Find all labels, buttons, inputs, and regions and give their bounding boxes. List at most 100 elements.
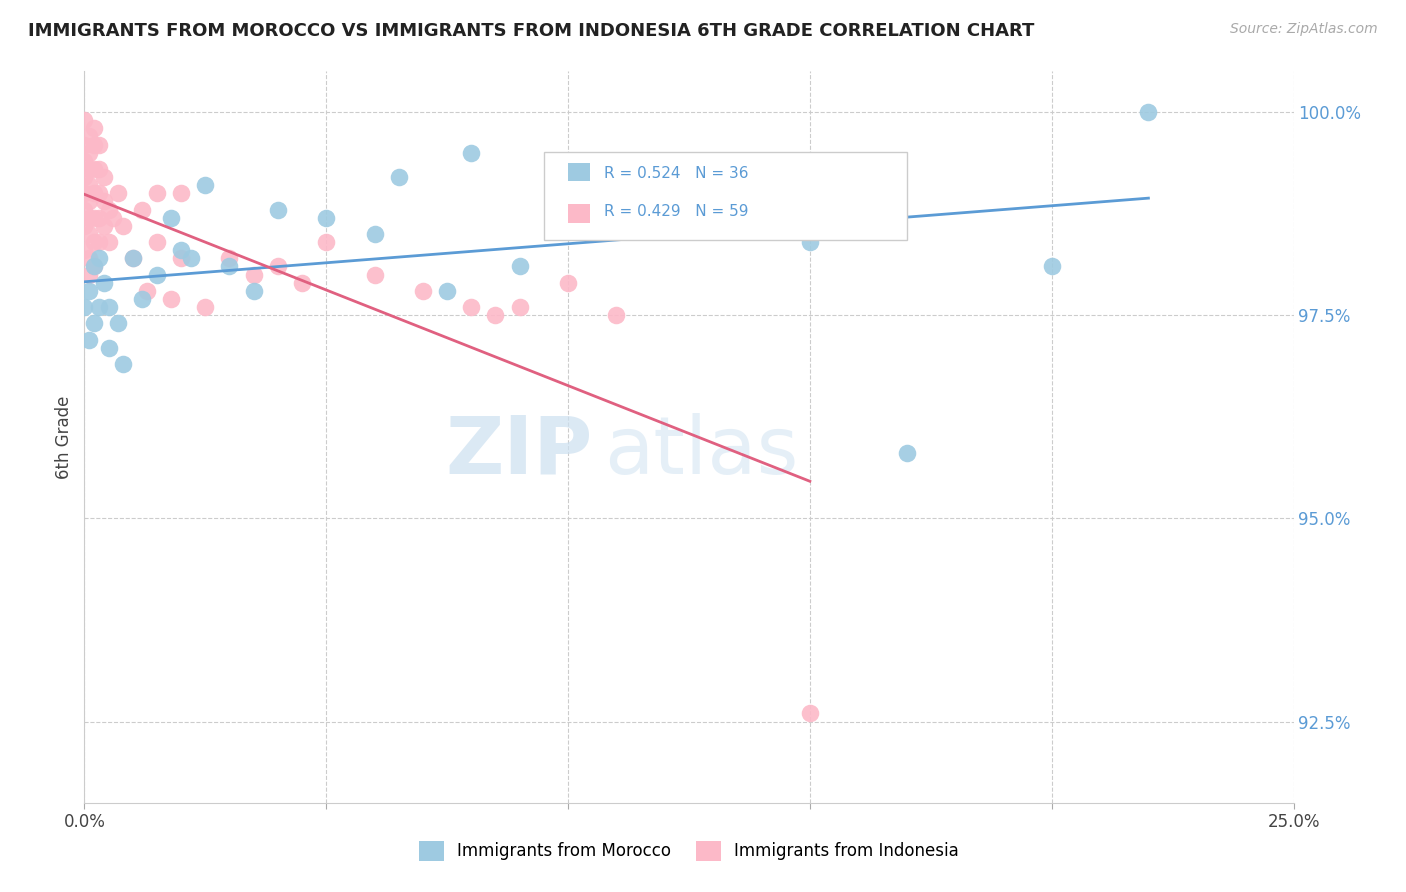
Point [97, 235, 120, 249]
Text: Source: ZipAtlas.com: Source: ZipAtlas.com [1230, 22, 1378, 37]
Point [112, 219, 135, 233]
Point [93, 169, 115, 184]
Point [136, 284, 159, 298]
Point [460, 145, 482, 160]
Point [242, 268, 264, 282]
Point [77, 284, 100, 298]
Y-axis label: 6th Grade: 6th Grade [55, 395, 73, 479]
Point [170, 243, 193, 257]
Point [77, 161, 100, 176]
Point [146, 235, 169, 249]
Point [896, 446, 918, 460]
Point [1137, 105, 1160, 120]
Point [73, 219, 96, 233]
Point [194, 178, 217, 193]
Point [160, 292, 183, 306]
Point [73, 300, 96, 314]
Point [160, 211, 183, 225]
Point [87, 161, 110, 176]
Point [557, 276, 579, 290]
Point [1040, 260, 1063, 274]
Point [846, 202, 869, 217]
Point [509, 300, 531, 314]
Point [77, 252, 100, 266]
Point [93, 276, 115, 290]
Text: R = 0.524   N = 36: R = 0.524 N = 36 [605, 166, 749, 181]
Legend: Immigrants from Morocco, Immigrants from Indonesia: Immigrants from Morocco, Immigrants from… [412, 834, 966, 868]
Point [83, 161, 105, 176]
Point [315, 235, 337, 249]
Text: R = 0.429   N = 59: R = 0.429 N = 59 [605, 204, 749, 219]
Point [121, 252, 143, 266]
Point [83, 260, 105, 274]
Point [77, 194, 100, 209]
Point [131, 292, 153, 306]
Point [112, 357, 135, 371]
Point [654, 178, 676, 193]
Point [799, 706, 821, 721]
Point [121, 252, 143, 266]
Point [93, 194, 115, 209]
Point [73, 153, 96, 168]
Point [363, 268, 385, 282]
Point [218, 252, 240, 266]
Point [146, 268, 169, 282]
Point [77, 268, 100, 282]
Point [97, 202, 120, 217]
Text: IMMIGRANTS FROM MOROCCO VS IMMIGRANTS FROM INDONESIA 6TH GRADE CORRELATION CHART: IMMIGRANTS FROM MOROCCO VS IMMIGRANTS FR… [28, 22, 1035, 40]
Text: atlas: atlas [605, 413, 799, 491]
Point [77, 145, 100, 160]
Point [73, 137, 96, 152]
Point [77, 211, 100, 225]
Point [180, 252, 202, 266]
Bar [568, 204, 589, 223]
Point [97, 300, 120, 314]
Point [73, 202, 96, 217]
Point [751, 186, 773, 201]
Point [77, 333, 100, 347]
Point [97, 341, 120, 355]
Point [412, 284, 434, 298]
Text: ZIP: ZIP [444, 413, 592, 491]
Point [363, 227, 385, 241]
Point [83, 186, 105, 201]
Point [194, 300, 217, 314]
Point [73, 186, 96, 201]
FancyBboxPatch shape [544, 152, 907, 240]
Point [267, 202, 290, 217]
Point [103, 211, 125, 225]
Point [315, 211, 337, 225]
Point [267, 260, 290, 274]
Point [77, 129, 100, 144]
Point [73, 169, 96, 184]
Bar [568, 162, 589, 181]
Point [87, 137, 110, 152]
Point [131, 202, 153, 217]
Point [460, 300, 482, 314]
Point [484, 308, 506, 322]
Point [73, 243, 96, 257]
Point [291, 276, 314, 290]
Point [93, 219, 115, 233]
Point [799, 235, 821, 249]
Point [557, 169, 579, 184]
Point [77, 227, 100, 241]
Point [83, 211, 105, 225]
Point [83, 121, 105, 136]
Point [87, 186, 110, 201]
Point [83, 235, 105, 249]
Point [509, 260, 531, 274]
Point [170, 252, 193, 266]
Point [87, 235, 110, 249]
Point [87, 300, 110, 314]
Point [388, 169, 411, 184]
Point [87, 252, 110, 266]
Point [83, 137, 105, 152]
Point [83, 316, 105, 330]
Point [170, 186, 193, 201]
Point [218, 260, 240, 274]
Point [605, 308, 627, 322]
Point [242, 284, 264, 298]
Point [73, 113, 96, 128]
Point [83, 260, 105, 274]
